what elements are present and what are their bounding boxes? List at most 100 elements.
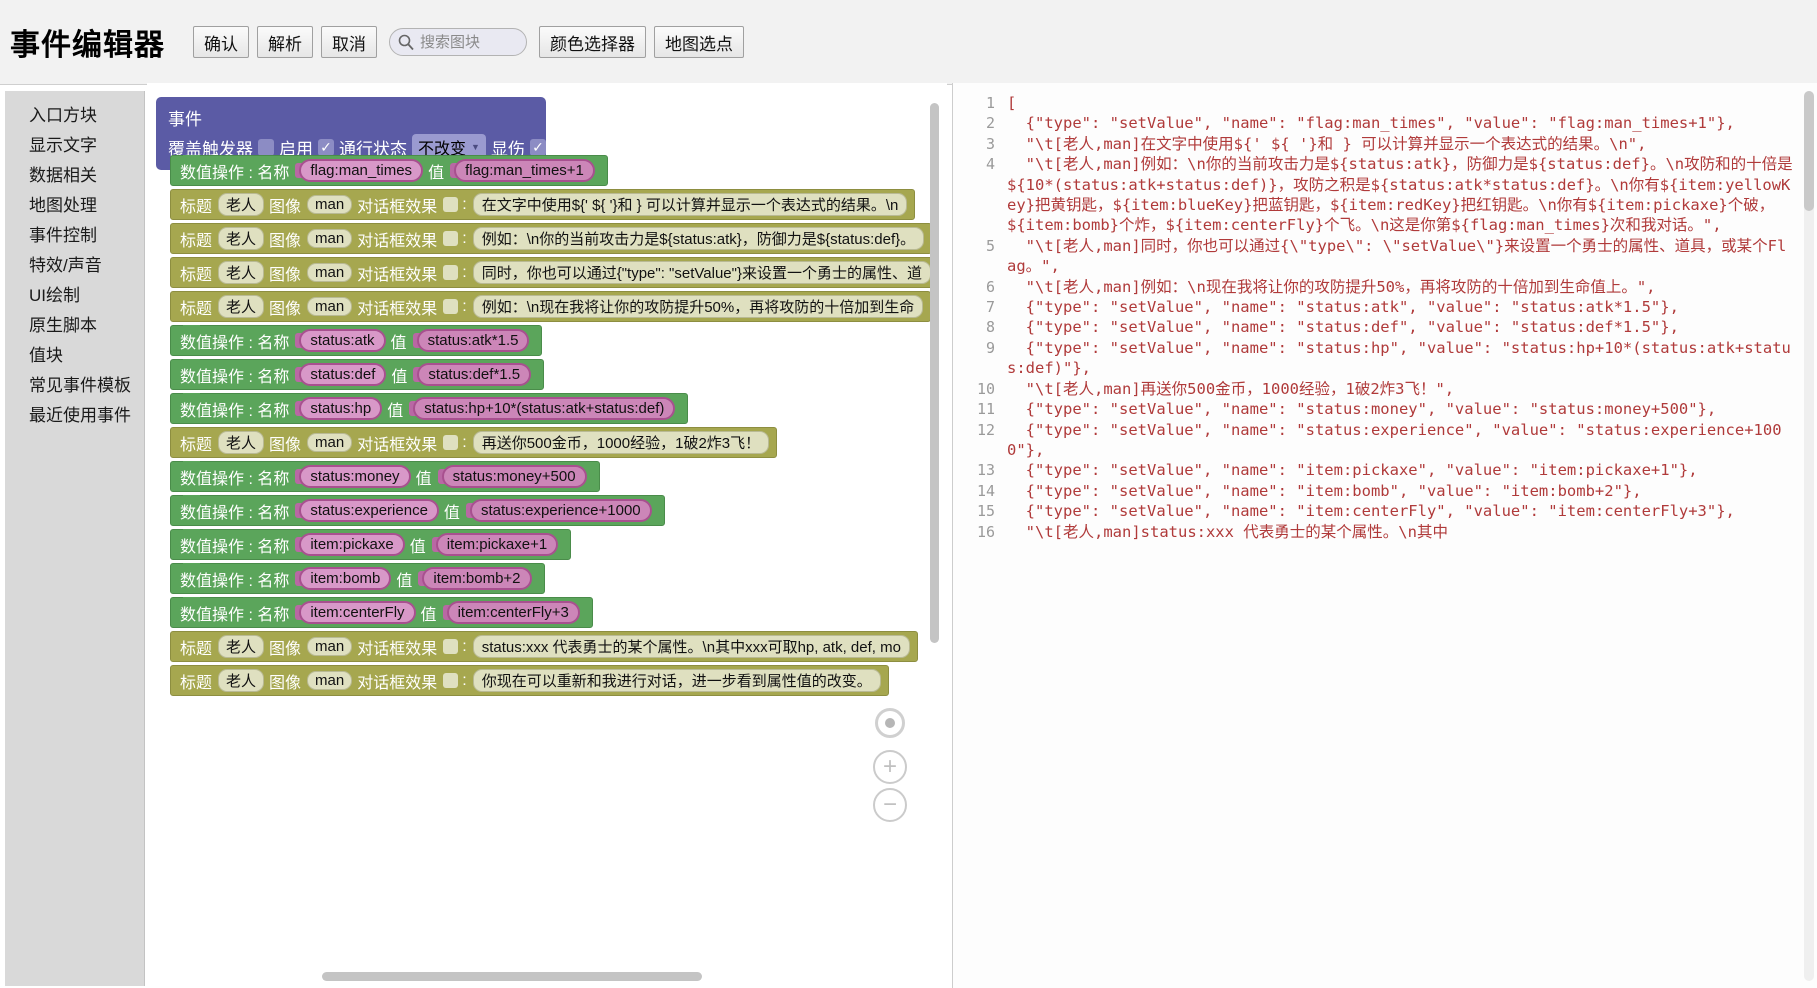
line-number: 7 bbox=[985, 298, 995, 317]
title-text-block[interactable]: 标题 老人 图像 man 对话框效果: 再送你500金币，1000经验，1破2炸3飞！ bbox=[170, 427, 778, 458]
title-text-block[interactable]: 标题 老人 图像 man 对话框效果: status:xxx 代表勇士的某个属性。\n其中… bbox=[170, 631, 918, 662]
dialog-text-field[interactable]: 你现在可以重新和我进行对话，进一步看到属性值的改变。 bbox=[472, 669, 881, 692]
dialog-text-field[interactable]: 再送你500金币，1000经验，1破2炸3飞！ bbox=[472, 431, 770, 454]
image-field[interactable]: man bbox=[307, 637, 353, 656]
sidebar-item-map[interactable]: 地图处理 bbox=[29, 196, 97, 215]
speaker-field[interactable]: 老人 bbox=[218, 431, 265, 454]
dialog-effect-checkbox[interactable] bbox=[443, 197, 459, 212]
sidebar-item-value-block[interactable]: 值块 bbox=[29, 346, 63, 365]
value-expression-field[interactable]: status:atk*1.5 bbox=[416, 329, 530, 352]
search-input[interactable] bbox=[418, 32, 522, 52]
value-operation-block[interactable]: 数值操作 : 名称 item:pickaxe 值 item:pickaxe+1 bbox=[170, 529, 572, 560]
dialog-text-field[interactable]: 同时，你也可以通过{"type": "setValue"}来设置一个勇士的属性、… bbox=[472, 261, 931, 284]
image-field[interactable]: man bbox=[307, 433, 353, 452]
value-operation-block[interactable]: 数值操作 : 名称 item:centerFly 值 item:centerFly+3 bbox=[170, 597, 593, 628]
code-vertical-scrollbar[interactable] bbox=[1804, 91, 1814, 211]
value-operation-block[interactable]: 数值操作 : 名称 status:money 值 status:money+500 bbox=[170, 461, 600, 492]
value-expression-field[interactable]: flag:man_times+1 bbox=[454, 159, 595, 182]
sidebar-item-recent-events[interactable]: 最近使用事件 bbox=[29, 406, 131, 425]
value-operation-block[interactable]: 数值操作 : 名称 item:bomb 值 item:bomb+2 bbox=[170, 563, 545, 594]
value-operation-block[interactable]: 数值操作 : 名称 status:hp 值 status:hp+10*(status:… bbox=[170, 393, 689, 424]
dialog-effect-checkbox[interactable] bbox=[443, 435, 459, 450]
image-field[interactable]: man bbox=[307, 297, 353, 316]
title-text-block[interactable]: 标题 老人 图像 man 对话框效果: 同时，你也可以通过{"type": "setVal… bbox=[170, 257, 939, 288]
value-name-field[interactable]: status:atk bbox=[299, 329, 386, 352]
speaker-field[interactable]: 老人 bbox=[218, 193, 265, 216]
sidebar-item-templates[interactable]: 常见事件模板 bbox=[29, 376, 131, 395]
value-expression-field[interactable]: status:hp+10*(status:atk+status:def) bbox=[413, 397, 676, 420]
page-title: 事件编辑器 bbox=[10, 29, 165, 62]
value-name-field[interactable]: flag:man_times bbox=[299, 159, 424, 182]
search-box[interactable] bbox=[389, 28, 527, 56]
zoom-out-button[interactable]: − bbox=[873, 788, 907, 822]
search-icon bbox=[397, 33, 415, 51]
image-field[interactable]: man bbox=[307, 229, 353, 248]
image-word-label: 图像 bbox=[269, 436, 302, 454]
line-number: 10 bbox=[976, 379, 995, 398]
dialog-effect-label: 对话框效果 bbox=[357, 198, 438, 216]
value-expression-field[interactable]: status:money+500 bbox=[441, 465, 587, 488]
cancel-button[interactable]: 取消 bbox=[321, 26, 377, 58]
value-name-field[interactable]: item:centerFly bbox=[299, 601, 416, 624]
input-plug-icon bbox=[413, 367, 421, 382]
value-expression-field[interactable]: item:pickaxe+1 bbox=[435, 533, 559, 556]
image-field[interactable]: man bbox=[307, 195, 353, 214]
enable-checkbox[interactable]: ✓ bbox=[318, 138, 335, 156]
value-expression-field[interactable]: status:def*1.5 bbox=[417, 363, 532, 386]
dialog-text-field[interactable]: status:xxx 代表勇士的某个属性。\n其中xxx可取hp, atk, d… bbox=[472, 635, 910, 658]
speaker-field[interactable]: 老人 bbox=[218, 227, 265, 250]
value-name-field[interactable]: item:pickaxe bbox=[299, 533, 405, 556]
value-name-field[interactable]: status:def bbox=[299, 363, 387, 386]
override-trigger-checkbox[interactable] bbox=[258, 138, 275, 156]
center-target-icon[interactable] bbox=[873, 706, 907, 740]
speaker-field[interactable]: 老人 bbox=[218, 261, 265, 284]
confirm-button[interactable]: 确认 bbox=[193, 26, 249, 58]
zoom-in-button[interactable]: + bbox=[873, 750, 907, 784]
workspace-horizontal-scrollbar[interactable] bbox=[322, 972, 702, 981]
speaker-field[interactable]: 老人 bbox=[218, 635, 265, 658]
workspace-vertical-scrollbar[interactable] bbox=[930, 103, 939, 643]
value-name-field[interactable]: status:experience bbox=[299, 499, 439, 522]
value-operation-block[interactable]: 数值操作 : 名称 status:def 值 status:def*1.5 bbox=[170, 359, 545, 390]
value-expression-field[interactable]: item:centerFly+3 bbox=[446, 601, 580, 624]
show-damage-checkbox[interactable]: ✓ bbox=[529, 138, 546, 156]
sidebar-item-entry-block[interactable]: 入口方块 bbox=[29, 106, 97, 125]
input-plug-icon bbox=[295, 469, 303, 484]
value-operation-block[interactable]: 数值操作 : 名称 flag:man_times 值 flag:man_times+1 bbox=[170, 155, 608, 186]
sidebar-item-effects-sound[interactable]: 特效/声音 bbox=[29, 256, 102, 275]
dialog-text-field[interactable]: 例如：\n现在我将让你的攻防提升50%，再将攻防的十倍加到生命 bbox=[472, 295, 924, 318]
sidebar-item-show-text[interactable]: 显示文字 bbox=[29, 136, 97, 155]
value-operation-block[interactable]: 数值操作 : 名称 status:experience 值 status:experi… bbox=[170, 495, 665, 526]
json-code-text[interactable]: [ {"type": "setValue", "name": "flag:man… bbox=[995, 83, 1817, 988]
dialog-effect-checkbox[interactable] bbox=[443, 231, 459, 246]
dialog-text-field[interactable]: 例如：\n你的当前攻击力是${status:atk}，防御力是${status:… bbox=[472, 227, 925, 250]
sidebar-item-data[interactable]: 数据相关 bbox=[29, 166, 97, 185]
image-field[interactable]: man bbox=[307, 263, 353, 282]
speaker-field[interactable]: 老人 bbox=[218, 295, 265, 318]
parse-button[interactable]: 解析 bbox=[257, 26, 313, 58]
map-point-button[interactable]: 地图选点 bbox=[654, 26, 744, 58]
sidebar-item-event-control[interactable]: 事件控制 bbox=[29, 226, 97, 245]
sidebar-item-native-script[interactable]: 原生脚本 bbox=[29, 316, 97, 335]
dialog-effect-checkbox[interactable] bbox=[443, 673, 459, 688]
sidebar-item-ui-draw[interactable]: UI绘制 bbox=[29, 286, 80, 305]
value-name-field[interactable]: item:bomb bbox=[299, 567, 392, 590]
speaker-field[interactable]: 老人 bbox=[218, 669, 265, 692]
title-text-block[interactable]: 标题 老人 图像 man 对话框效果: 例如：\n你的当前攻击力是${status:atk… bbox=[170, 223, 933, 254]
blockly-workspace[interactable]: 事件 覆盖触发器 启用 ✓ 通行状态 不改变 ▼ 显伤 ✓ 数值操作 : 名称 f… bbox=[147, 83, 947, 988]
color-picker-button[interactable]: 颜色选择器 bbox=[539, 26, 646, 58]
value-expression-field[interactable]: item:bomb+2 bbox=[422, 567, 532, 590]
value-name-field[interactable]: status:money bbox=[299, 465, 411, 488]
value-operation-block[interactable]: 数值操作 : 名称 status:atk 值 status:atk*1.5 bbox=[170, 325, 543, 356]
value-expression-field[interactable]: status:experience+1000 bbox=[469, 499, 652, 522]
dialog-effect-checkbox[interactable] bbox=[443, 299, 459, 314]
value-name-field[interactable]: status:hp bbox=[299, 397, 383, 420]
image-field[interactable]: man bbox=[307, 671, 353, 690]
title-text-block[interactable]: 标题 老人 图像 man 对话框效果: 例如：\n现在我将让你的攻防提升50%，再将攻防的… bbox=[170, 291, 932, 322]
dialog-effect-checkbox[interactable] bbox=[443, 639, 459, 654]
dialog-effect-checkbox[interactable] bbox=[443, 265, 459, 280]
title-text-block[interactable]: 标题 老人 图像 man 对话框效果: 在文字中使用${' ${ '}和 } 可以计算并显… bbox=[170, 189, 916, 220]
title-text-block[interactable]: 标题 老人 图像 man 对话框效果: 你现在可以重新和我进行对话，进一步看到属性值的改变… bbox=[170, 665, 889, 696]
dialog-text-field[interactable]: 在文字中使用${' ${ '}和 } 可以计算并显示一个表达式的结果。\n bbox=[472, 193, 908, 216]
